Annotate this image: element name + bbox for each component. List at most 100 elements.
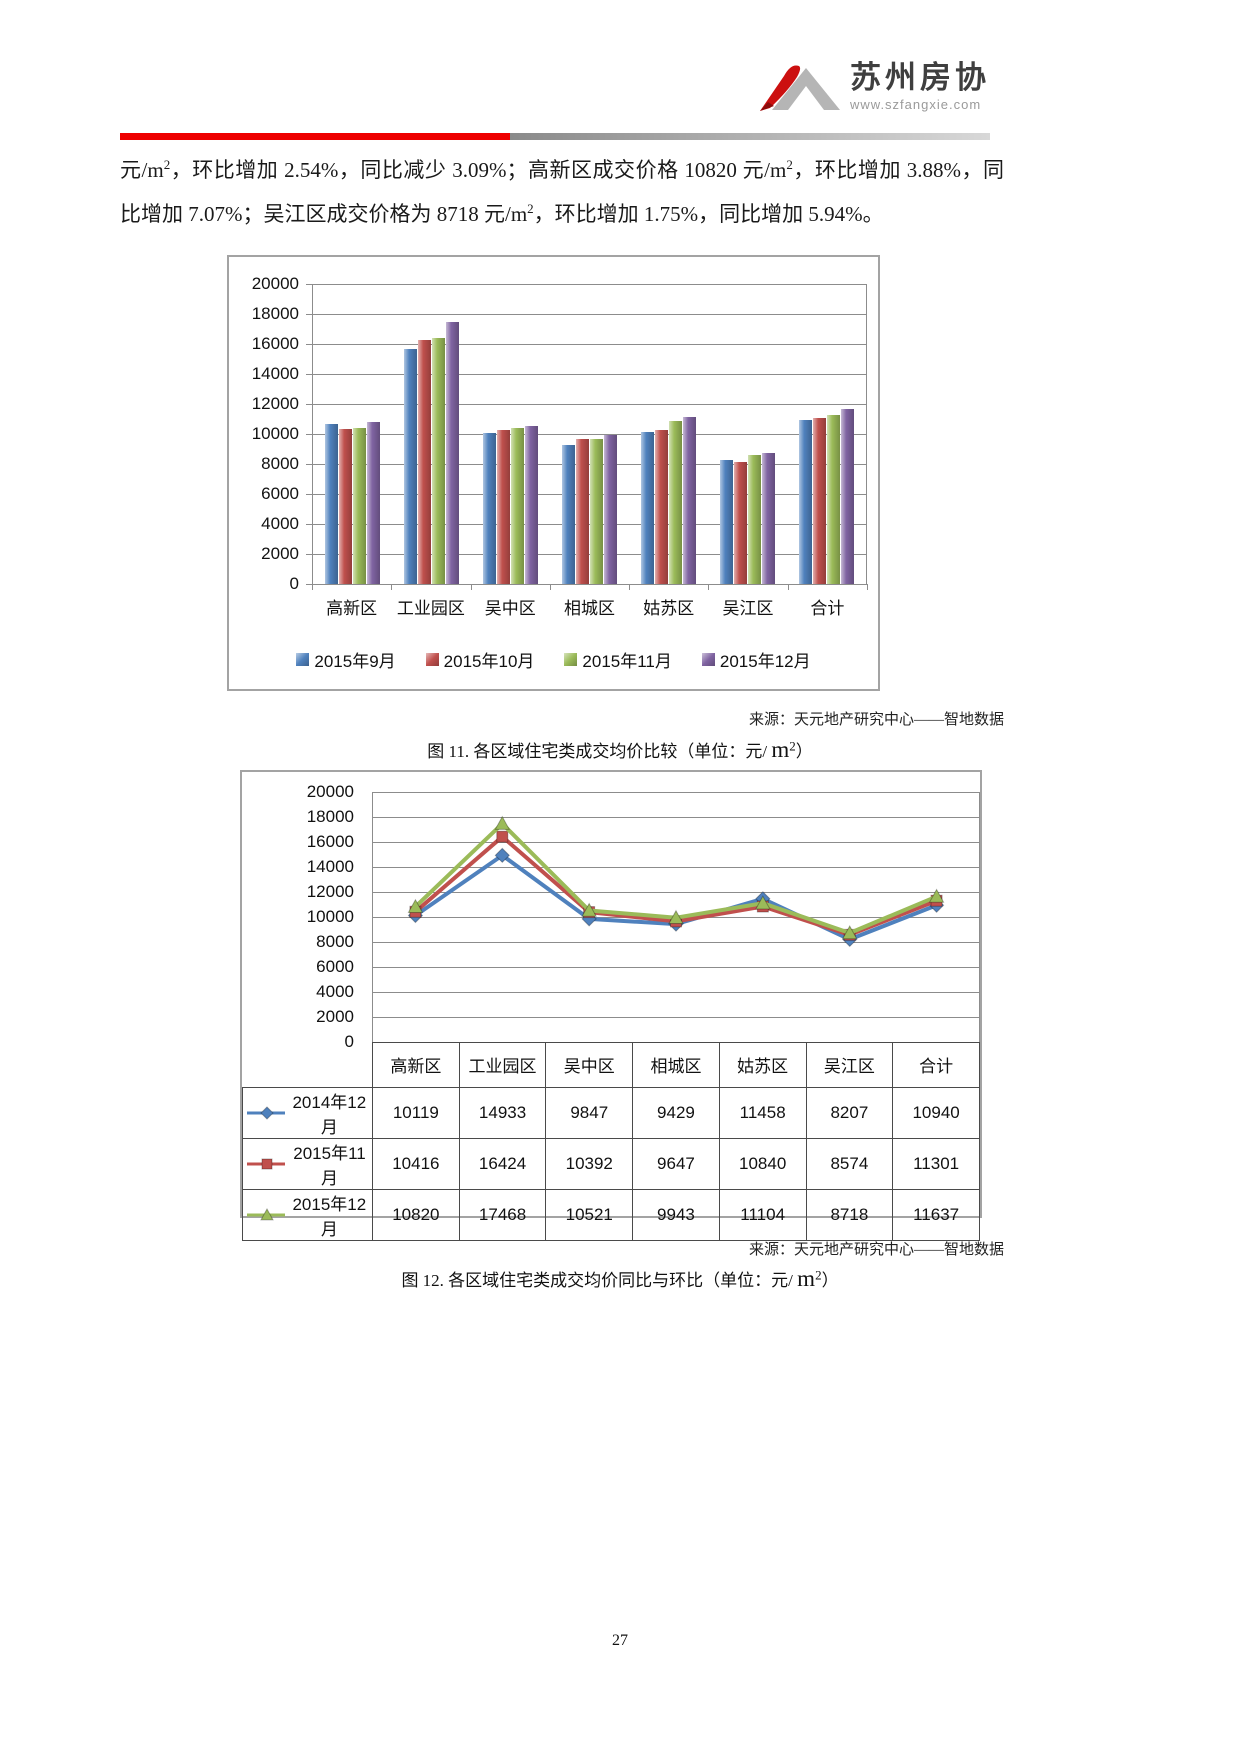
y-axis-label: 14000 (251, 364, 299, 383)
y-axis-label: 8000 (261, 454, 299, 473)
superscript: 2 (786, 157, 793, 172)
table-corner-cell (243, 1043, 373, 1088)
triangle-marker (755, 895, 771, 910)
triangle-marker (407, 898, 424, 913)
legend-swatch (564, 653, 578, 666)
legend-key: 2014年12月 (244, 1088, 372, 1137)
x-axis-tick (391, 584, 393, 590)
table-value-cell: 11458 (718, 1086, 807, 1139)
table-value-cell: 9429 (632, 1086, 720, 1139)
table-value-cell: 9647 (632, 1137, 720, 1190)
table-value-cell: 14933 (458, 1086, 547, 1139)
caption-text: 图 11. 各区域住宅类成交均价比较（单位：元/ (427, 742, 772, 761)
table-legend-cell: 2015年12月 (242, 1188, 373, 1241)
table-value-cell: 8207 (805, 1086, 894, 1139)
table-value-cell: 10521 (545, 1188, 634, 1241)
x-axis-tick (787, 584, 789, 590)
bar-group-合计 (787, 284, 866, 584)
x-axis-label: 姑苏区 (643, 599, 695, 618)
figure-11-caption: 图 11. 各区域住宅类成交均价比较（单位：元/ m2） (0, 737, 1240, 763)
gridline (313, 404, 866, 405)
brand-website: www.szfangxie.com (850, 97, 982, 112)
x-axis-tick (312, 584, 313, 590)
bar-2015年11月 (432, 337, 445, 584)
table-value-cell: 11104 (718, 1188, 807, 1241)
legend-item: 2015年11月 (564, 647, 672, 672)
figure-12-source: 来源：天元地产研究中心——智地数据 (748, 1242, 1004, 1258)
y-axis-tick (306, 404, 312, 405)
x-axis-label: 高新区 (326, 599, 378, 618)
bar-2015年10月 (497, 430, 510, 584)
y-axis-tick (306, 554, 312, 555)
y-axis-label: 6000 (261, 484, 299, 503)
paragraph-text: ，环比增加 2.54%，同比减少 3.09%；高新区成交价格 10820 元/m (170, 158, 787, 182)
bar-groups (313, 284, 866, 584)
paragraph-text: ，环比增加 3.88%， (792, 158, 984, 182)
table-value-cell: 10840 (718, 1137, 807, 1190)
header-rule (120, 133, 990, 140)
gridline (313, 284, 866, 285)
bar-2015年12月 (762, 453, 775, 584)
bar-2015年9月 (404, 349, 417, 584)
bar-2015年10月 (576, 439, 589, 584)
table-column-header: 姑苏区 (718, 1042, 807, 1088)
superscript: 2 (815, 1267, 822, 1283)
superscript: 2 (163, 157, 171, 172)
page-number: 27 (612, 1632, 628, 1649)
legend-swatch (425, 653, 439, 666)
bar-2015年9月 (325, 423, 338, 584)
x-axis-tick (629, 584, 631, 590)
y-axis-label: 0 (289, 574, 299, 593)
y-axis-tick (306, 524, 312, 525)
bar-chart-legend: 2015年9月 2015年10月 2015年11月 2015年12月 (229, 647, 878, 672)
y-axis-label: 18000 (251, 304, 299, 323)
y-axis-label: 12000 (251, 394, 299, 413)
bar-group-工业园区 (392, 284, 471, 584)
x-axis-tick (708, 584, 710, 590)
diamond-legend-icon (247, 1105, 285, 1120)
gridline (313, 464, 866, 465)
table-column-header: 工业园区 (458, 1042, 547, 1088)
caption-text: ） (821, 1271, 839, 1290)
bar-2015年9月 (562, 445, 575, 584)
caption-unit: m (797, 1266, 816, 1291)
brand-name: 苏州房协 (850, 60, 990, 95)
y-axis-label: 12000 (306, 882, 354, 901)
bar-group-相城区 (550, 284, 629, 584)
legend-label: 2015年12月 (292, 1194, 367, 1239)
x-axis-label: 相城区 (563, 599, 615, 618)
figure-11-source: 来源：天元地产研究中心——智地数据 (748, 712, 1004, 728)
bar-chart-plot (312, 284, 867, 585)
y-axis-label: 16000 (306, 832, 354, 851)
y-axis-label: 20000 (251, 274, 299, 293)
table-value-cell: 10392 (545, 1137, 634, 1190)
table-value-cell: 10416 (372, 1137, 460, 1190)
legend-item: 2015年10月 (425, 647, 534, 672)
bar-2015年11月 (669, 421, 682, 584)
table-value-cell: 16424 (458, 1137, 547, 1190)
legend-swatch (701, 653, 715, 666)
gridline (313, 314, 866, 315)
gridline (313, 494, 866, 495)
y-axis-tick (306, 494, 312, 495)
table-value-cell: 10119 (372, 1086, 460, 1139)
diamond-marker (494, 847, 510, 864)
bar-2015年9月 (720, 460, 733, 584)
legend-item: 2015年9月 (296, 647, 396, 672)
y-axis-tick (306, 584, 312, 585)
bar-2015年10月 (339, 428, 352, 584)
brand-logo: 苏州房协 www.szfangxie.com (758, 50, 990, 112)
legend-swatch (296, 653, 310, 666)
superscript: 2 (527, 201, 534, 216)
table-header-row: 高新区 工业园区 吴中区 相城区 姑苏区 吴江区 合计 (243, 1042, 980, 1088)
header-rule-gray-segment (510, 133, 990, 140)
y-axis-label: 10000 (251, 424, 299, 443)
paragraph-text: ，环比增加 1.75%，同比增加 5.94%。 (533, 202, 884, 226)
figure-11-bar-chart: 0 2000 4000 6000 8000 10000 12000 14000 16000 180… (227, 255, 880, 691)
figure-12-line-chart: 0 2000 4000 6000 8000 10000 12000 14000 16000 180… (240, 770, 982, 1241)
y-axis-label: 20000 (306, 782, 354, 801)
gridline (313, 524, 866, 525)
y-axis-label: 10000 (306, 907, 354, 926)
bar-2015年11月 (590, 439, 603, 584)
